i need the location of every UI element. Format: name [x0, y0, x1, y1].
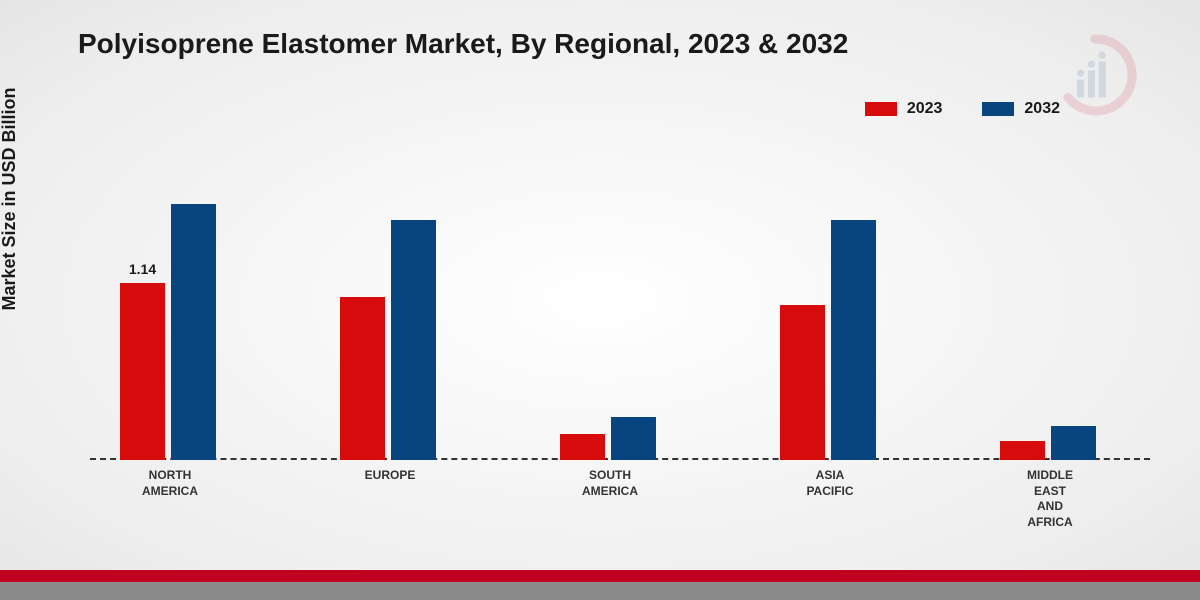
bar-2023	[1000, 441, 1045, 460]
bar-2032	[171, 204, 216, 460]
y-axis-label: Market Size in USD Billion	[0, 87, 20, 310]
legend: 2023 2032	[865, 100, 1060, 118]
footer-bar	[0, 582, 1200, 600]
bar-2032	[831, 220, 876, 460]
bar-2023	[560, 434, 605, 460]
legend-item-2032: 2032	[982, 100, 1060, 118]
bar-2032	[611, 417, 656, 460]
bar-2023: 1.14	[120, 283, 165, 460]
chart-title: Polyisoprene Elastomer Market, By Region…	[78, 28, 848, 60]
x-tick-label: ASIAPACIFIC	[760, 468, 900, 499]
watermark-logo	[1050, 30, 1140, 120]
x-tick-label: EUROPE	[320, 468, 460, 484]
legend-label-2032: 2032	[1024, 100, 1060, 118]
bar-group	[1000, 426, 1110, 460]
bar-group	[340, 220, 450, 460]
legend-item-2023: 2023	[865, 100, 943, 118]
bar-2032	[391, 220, 436, 460]
footer-accent-bar	[0, 570, 1200, 582]
x-tick-label: MIDDLEEASTANDAFRICA	[980, 468, 1120, 530]
bar-2023	[340, 297, 385, 460]
chart-plot-area: 1.14	[90, 150, 1150, 460]
x-tick-label: NORTHAMERICA	[100, 468, 240, 499]
bar-2032	[1051, 426, 1096, 460]
bar-group: 1.14	[120, 204, 230, 460]
bar-group	[560, 417, 670, 460]
legend-swatch-2032	[982, 102, 1014, 116]
bar-value-label: 1.14	[129, 261, 156, 277]
bar-group	[780, 220, 890, 460]
legend-label-2023: 2023	[907, 100, 943, 118]
x-tick-label: SOUTHAMERICA	[540, 468, 680, 499]
legend-swatch-2023	[865, 102, 897, 116]
bar-2023	[780, 305, 825, 460]
